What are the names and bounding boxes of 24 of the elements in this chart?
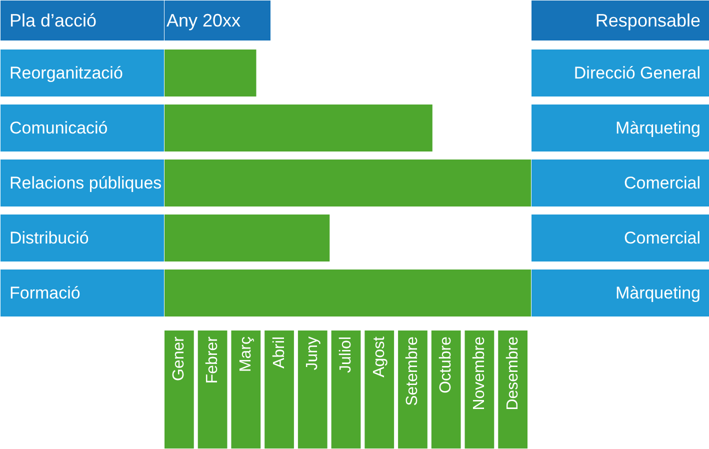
text: Juny <box>304 336 322 370</box>
text: Comercial <box>624 174 701 192</box>
text: Desembre <box>504 336 522 410</box>
chart-title: Any 20xx <box>166 10 241 30</box>
y-tick-label: Formació <box>10 284 80 302</box>
y-tick-label: Comunicació <box>10 118 108 138</box>
text: Comercial <box>624 228 701 248</box>
y2-axis-title: Responsable <box>595 10 701 30</box>
text: Màrqueting <box>615 118 701 138</box>
text: Març <box>237 336 254 372</box>
y-tick-label: Reorganització <box>10 64 123 82</box>
text: Novembre <box>470 336 488 410</box>
y-tick-label: Relacions públiques <box>10 174 162 192</box>
text: Setembre <box>404 336 422 406</box>
text: Màrqueting <box>615 284 701 302</box>
text: Direcció General <box>574 64 701 82</box>
text: Agost <box>370 336 388 378</box>
text: Abril <box>270 336 288 369</box>
y-tick-label: Distribució <box>10 228 89 248</box>
y-axis-title: Pla d’acció <box>10 10 97 30</box>
text: Febrer <box>204 336 222 384</box>
text: Juliol <box>338 336 354 373</box>
text: Gener <box>170 336 188 381</box>
text: Octubre <box>438 336 455 394</box>
